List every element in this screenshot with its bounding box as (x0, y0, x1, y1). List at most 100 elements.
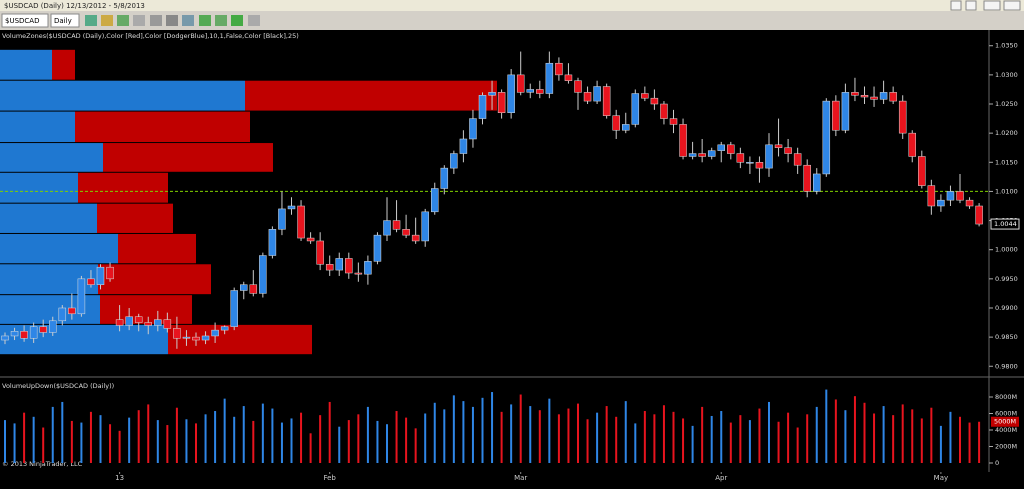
candle-body (459, 138, 468, 154)
window-button[interactable] (983, 0, 1001, 11)
tool-icon[interactable] (85, 15, 97, 26)
candle-body (87, 278, 95, 285)
zone-down (98, 264, 211, 295)
instrument[interactable]: $USDCAD (5, 17, 39, 25)
volume-bar (748, 420, 751, 463)
volume-bar (806, 414, 809, 463)
zone-up (0, 143, 103, 172)
volume-bar (710, 415, 713, 463)
candle-body (259, 255, 267, 294)
volume-bar (376, 420, 379, 463)
window-title: $USDCAD (Daily) 12/13/2012 - 5/8/2013 (4, 2, 145, 10)
volume-bar (596, 412, 599, 463)
volume-bar (691, 425, 694, 463)
candle-body (793, 153, 802, 166)
volume-bar (643, 411, 646, 463)
candle-body (154, 319, 162, 326)
window-button[interactable] (965, 0, 977, 11)
tool-icon[interactable] (150, 15, 162, 26)
volume-bar (89, 411, 92, 463)
y2-tick-label: 0 (995, 459, 999, 467)
volume-bar (471, 406, 474, 463)
window-button[interactable] (1003, 0, 1021, 11)
volume-bar (357, 414, 360, 463)
candle-body (1, 335, 9, 341)
candle-body (182, 336, 191, 339)
y-tick-label: 1.0100 (995, 187, 1018, 195)
volume-bar (214, 411, 217, 463)
zone-up (0, 233, 118, 264)
y-tick-label: 0.9950 (995, 275, 1018, 283)
toolbar-icons (85, 15, 260, 26)
instrument-box[interactable] (1, 13, 49, 28)
candle-body (870, 96, 878, 100)
volume-bar (280, 422, 283, 463)
candle-body (39, 326, 47, 333)
window-button[interactable] (950, 0, 962, 11)
volume-bar (290, 418, 293, 463)
candle-body (641, 93, 649, 99)
volume-bar (166, 425, 169, 463)
volume-bar (548, 398, 551, 463)
last-price-box (990, 218, 1020, 230)
tool-icon[interactable] (166, 15, 178, 26)
volume-bar (319, 415, 322, 463)
volume-bar (892, 415, 895, 463)
candle-body (125, 316, 133, 326)
candle-body (287, 205, 296, 210)
candle-body (163, 319, 172, 329)
candle-body (631, 93, 640, 125)
tool-icon[interactable] (199, 15, 211, 26)
volume-bar (452, 395, 455, 463)
candle-body (211, 329, 219, 337)
candle-body (68, 307, 76, 315)
volume-bar (80, 422, 83, 463)
tool-icon[interactable] (101, 15, 113, 26)
x-tick-label: Mar (514, 474, 527, 482)
volume-bar (682, 418, 685, 463)
candle-body (813, 173, 821, 192)
tool-icon[interactable] (248, 15, 260, 26)
zone-up (0, 80, 245, 111)
last-price-label: 1.0044 (994, 220, 1017, 228)
candle-body (478, 95, 487, 119)
candle-body (268, 229, 277, 256)
y-tick-label: 1.0250 (995, 100, 1018, 108)
volume-bar (863, 402, 866, 463)
candle-body (526, 89, 534, 93)
zone-down (52, 49, 75, 80)
volume-bar (949, 411, 952, 463)
period-box[interactable] (50, 13, 80, 28)
volume-bar (252, 420, 255, 463)
candle-body (20, 331, 28, 339)
tool-icon[interactable] (182, 15, 194, 26)
volume-bar (567, 408, 570, 463)
zone-up (0, 324, 168, 355)
tool-icon[interactable] (215, 15, 227, 26)
candle-body (29, 326, 38, 339)
period[interactable]: Daily (54, 17, 72, 25)
x-tick-label: Apr (715, 474, 727, 482)
candle-body (440, 167, 449, 189)
y-tick-label: 1.0300 (995, 71, 1018, 79)
volume-bar (233, 416, 236, 463)
volume-bar (615, 416, 618, 463)
volume-bar (825, 389, 828, 463)
tool-icon[interactable] (231, 15, 243, 26)
volume-bar (185, 419, 188, 463)
volume-bar (834, 399, 837, 463)
candle-body (746, 162, 754, 164)
y-tick-label: 0.9800 (995, 362, 1018, 370)
volume-bar (959, 416, 961, 463)
volume-bar (99, 415, 102, 463)
tool-icon[interactable] (133, 15, 145, 26)
candle-body (58, 307, 67, 322)
volume-bar (701, 406, 704, 463)
candle-body (602, 86, 611, 116)
volume-bar (844, 410, 847, 463)
volume-bar (32, 416, 35, 463)
volume-bar (491, 392, 494, 463)
tool-icon[interactable] (117, 15, 129, 26)
volume-bar (720, 411, 723, 463)
